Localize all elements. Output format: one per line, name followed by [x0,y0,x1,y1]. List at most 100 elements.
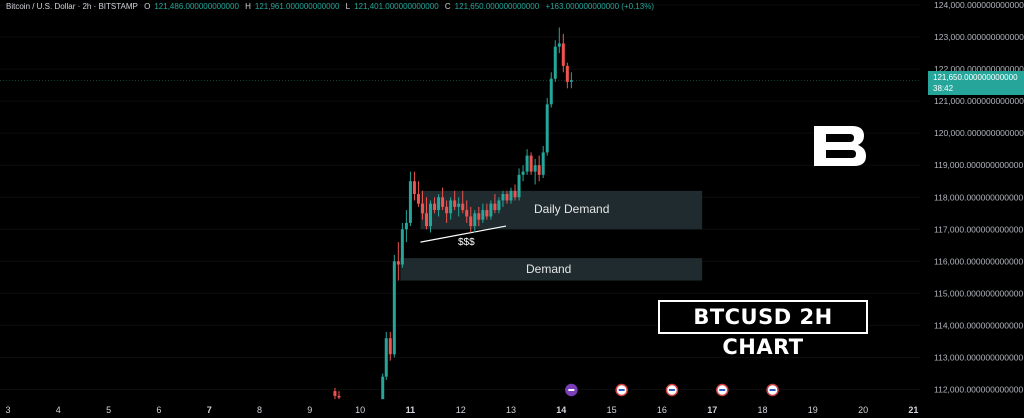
demand-zones [400,190,703,281]
price-tick-label: 117,000.000000000000 [934,224,1023,234]
time-tick-label: 21 [908,405,918,415]
time-tick-label: 4 [56,405,61,415]
candle-body [501,194,505,201]
high-value: 121,961.000000000000 [254,2,340,11]
close-value: 121,650.000000000000 [454,2,540,11]
candle-body [541,152,545,175]
candle-body [420,203,424,214]
event-marker-flag [618,389,625,391]
time-tick-label: 16 [657,405,667,415]
liquidity-label: $$$ [458,237,475,248]
time-tick-label: 18 [757,405,767,415]
time-tick-label: 13 [506,405,516,415]
candle-body [384,338,388,377]
time-tick-label: 20 [858,405,868,415]
candle-body [477,213,481,220]
candle-body [473,213,477,227]
candle-body [441,197,445,207]
chart-title: BTCUSD 2H CHART [658,300,868,359]
time-tick-label: 14 [556,405,566,415]
candle-body [497,200,501,211]
candle-body [457,203,461,207]
candle-body [493,203,497,211]
change-value: +163.000000000000 (+0.13%) [545,2,654,11]
candle-body [485,210,489,217]
time-tick-label: 5 [106,405,111,415]
candle-body [549,78,553,105]
symbol-name[interactable]: Bitcoin / U.S. Dollar · 2h · BITSTAMP [6,2,138,11]
candle-body [465,210,469,217]
candle-body [400,229,404,265]
candle-body [505,194,509,201]
candle-body [453,200,457,207]
candle-body [533,165,537,172]
price-tick-label: 112,000.000000000000 [934,385,1023,395]
candle-body [537,165,541,175]
bar-countdown: 38:42 [933,84,954,93]
candle-body [561,43,565,66]
event-marker-flag [719,389,726,391]
price-tick-label: 115,000.000000000000 [934,288,1023,298]
candle-body [513,190,517,198]
price-tick-label: 119,000.000000000000 [934,160,1023,170]
candle-body [412,181,416,195]
time-tick-label: 15 [607,405,617,415]
candle-body [396,261,400,265]
candle-body [461,203,465,211]
candlestick-series [333,27,573,400]
candle-body [429,203,433,227]
price-tick-label: 116,000.000000000000 [934,256,1023,266]
candle-body [569,80,573,82]
demand-zone [400,258,703,281]
price-tick-label: 113,000.000000000000 [934,352,1023,362]
high-label: H [245,2,251,11]
open-label: O [144,2,151,11]
event-marker-flag [668,389,675,391]
demand-zone [420,190,703,230]
demand-label: Demand [526,262,572,276]
candle-body [489,203,493,217]
price-axis[interactable]: 112,000.000000000000 113,000.000000000000… [934,0,1024,395]
candle-body [392,261,396,355]
open-value: 121,486.000000000000 [154,2,239,11]
current-price-tag[interactable]: 121,650.000000000000 38:42 [928,71,1024,95]
time-tick-label: 10 [355,405,365,415]
candle-body [404,222,408,230]
time-axis[interactable]: 3 4 5 6 7 8 9 10 11 12 13 14 15 16 17 18 19 20 21 [5,405,918,415]
time-tick-label: 3 [5,405,10,415]
candle-body [449,200,453,214]
candle-body [416,194,420,204]
daily-demand-label: Daily Demand [534,202,610,216]
time-tick-label: 6 [156,405,161,415]
price-tick-label: 123,000.000000000000 [934,32,1024,42]
candle-body [424,213,428,227]
time-tick-label: 7 [207,405,212,415]
candle-body [529,155,533,172]
low-label: L [345,2,351,11]
event-marker-flag [568,389,575,391]
liquidity-trendline [420,225,507,243]
candle-body [553,46,557,79]
candle-body [381,376,385,400]
candle-body [333,391,337,396]
time-tick-label: 17 [707,405,717,415]
price-tick-label: 124,000.000000000000 [934,0,1024,10]
time-tick-label: 11 [406,405,416,415]
price-tick-label: 118,000.000000000000 [934,192,1023,202]
candle-body [408,181,412,223]
candle-body [481,210,485,220]
event-markers[interactable] [565,383,779,397]
candle-body [337,395,341,398]
close-label: C [444,2,451,11]
price-tick-label: 114,000.000000000000 [934,320,1023,330]
candle-body [437,197,441,211]
current-price-value: 121,650.000000000000 [933,73,1018,82]
candle-body [565,65,569,82]
low-value: 121,401.000000000000 [354,2,439,11]
candle-body [445,206,449,214]
event-marker-flag [769,389,776,391]
trendline [420,225,507,243]
time-tick-label: 8 [257,405,262,415]
candle-body [469,216,473,227]
